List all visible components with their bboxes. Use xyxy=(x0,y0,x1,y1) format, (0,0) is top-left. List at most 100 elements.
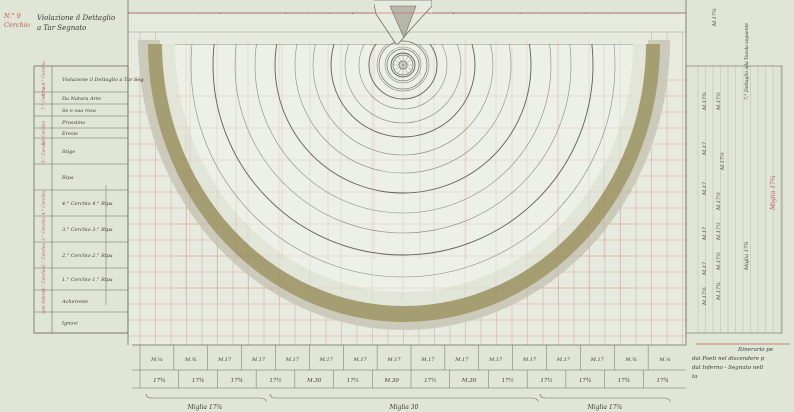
bottom-row1-label: M.17 xyxy=(251,357,266,363)
bottom-miglia-3: Miglia 17¾ xyxy=(587,404,623,411)
left-row-group: 7.° Cerchio xyxy=(41,86,46,110)
left-row-label: Da Natura Arte xyxy=(61,96,101,102)
right-scale-note: 7.° Dettaglio alla Tavola seguente xyxy=(744,23,750,100)
bottom-row2-label: 17½ xyxy=(347,377,359,384)
circle-arc xyxy=(312,0,494,156)
left-row-group: Anti Inferno xyxy=(41,288,46,315)
bottom-row2-label: 17½ xyxy=(269,377,281,384)
center-circle xyxy=(386,48,420,82)
bottom-row2-label: 17¾ xyxy=(231,377,243,384)
bottom-row2-label: 17½ xyxy=(502,377,514,384)
right-scale-label: M.17 xyxy=(702,181,708,196)
circle-arc xyxy=(384,46,422,84)
bottom-row2-label: 17¾ xyxy=(192,377,204,384)
header-band-right xyxy=(432,0,686,13)
left-row-label: Acheronte xyxy=(61,299,88,305)
center-spoke xyxy=(394,59,404,66)
bottom-row1-label: M.¾ xyxy=(624,356,637,363)
bottom-row2-label: 17¾ xyxy=(153,377,165,384)
left-table-rows: 9.° e 8.° Cerchio Violazione il Dettaglio… xyxy=(34,61,144,334)
left-row-label: Violazione il Dettaglio a Tar Seg xyxy=(62,77,144,83)
bottom-row1-label: M.17 xyxy=(420,357,435,363)
center-point-icon xyxy=(398,60,408,70)
grid-overlay xyxy=(175,40,633,300)
bottom-row2-label: 17½ xyxy=(540,377,552,384)
circle-arc xyxy=(190,0,616,278)
right-note-miglia: Miglia 17¾ xyxy=(770,175,777,211)
left-row-label: Se e sua rosa xyxy=(62,108,96,114)
right-scale-label: M.17½ xyxy=(715,222,722,241)
left-row-label: Ripa xyxy=(61,175,74,181)
bottom-row1-label: M.17 xyxy=(319,357,334,363)
bottom-row1-label: M.17 xyxy=(217,357,232,363)
left-row-group: 5.° Cerchio xyxy=(41,139,46,163)
center-spoke xyxy=(394,64,404,71)
circle-arc xyxy=(294,0,512,174)
circle-arc xyxy=(234,0,572,234)
bottom-row2-label: 17½ xyxy=(424,377,436,384)
circle-arc xyxy=(212,0,594,256)
bottom-row1-label: M.¼ xyxy=(150,356,163,363)
bottom-row1-label: M.17 xyxy=(387,357,402,363)
bottom-row1-label: M.17 xyxy=(285,357,300,363)
bottom-row2-label: 17¾ xyxy=(656,377,668,384)
circle-number-label: N.° 9 xyxy=(3,12,21,20)
left-row-label: Ignavi xyxy=(61,321,78,327)
title-line-1: Violazione il Dettaglio xyxy=(37,14,115,22)
bottom-miglia-1: Miglia 17¾ xyxy=(187,404,223,411)
left-row-group: 1.° Cerchio xyxy=(41,267,46,291)
bottom-row1-label: M.17 xyxy=(556,357,571,363)
right-scale-label: M.17½ xyxy=(715,192,722,211)
left-row-label: 4.° Cerchio 4.° Ripa xyxy=(61,201,113,207)
left-row-label: 2.° Cerchio 2.° Ripa xyxy=(61,253,113,259)
center-spoke xyxy=(397,64,404,74)
left-row-group: 3.° Cerchio xyxy=(41,217,46,241)
funnel-tip xyxy=(389,5,417,39)
right-scale-label: M.17 xyxy=(702,261,708,276)
title-line-2: a Tar Segnato xyxy=(37,24,86,32)
caption-line-4: ta xyxy=(692,374,698,380)
bottom-row1-label: M.¼ xyxy=(658,356,671,363)
left-row-group: 9.° e 8.° Cerchio xyxy=(41,61,46,97)
top-right-ref: M.17¾ xyxy=(711,8,718,27)
left-row-label: Prossimo xyxy=(61,120,85,126)
bottom-row1-label: M.17 xyxy=(590,357,605,363)
bottom-row2-label: 17¾ xyxy=(579,377,591,384)
center-spoke xyxy=(402,64,409,74)
bottom-row1-label: M.17 xyxy=(353,357,368,363)
caption-line-1: Itinerario pe xyxy=(737,347,774,353)
circle-arc xyxy=(330,0,476,138)
bottom-row2-label: M.30 xyxy=(306,378,322,384)
center-circle xyxy=(378,40,428,90)
right-scale-note: Miglia 17¾ xyxy=(743,241,750,271)
caption-line-2: dai Poeti nel discendere p xyxy=(692,356,765,362)
caption-line-3: dal Inferno - Segnato nell xyxy=(692,365,763,371)
right-scale-label: M.17½ xyxy=(715,92,722,111)
right-scale-label: M.17¾ xyxy=(715,282,722,301)
inner-field xyxy=(175,44,633,292)
left-row-label: 1.° Cerchio 1.° Ripa xyxy=(62,277,113,283)
header-band-left xyxy=(128,0,374,13)
left-row-label: Stige xyxy=(62,149,75,155)
bottom-row1-label: M.17 xyxy=(454,357,469,363)
right-scale-label: M.17½ xyxy=(715,252,722,271)
left-row-group: 4.° Cerchio xyxy=(41,191,46,216)
left-row-label: Eresie xyxy=(61,131,78,137)
center-spoke xyxy=(397,56,404,66)
left-row-label: 3.° Cerchio 3.° Ripa xyxy=(62,227,113,233)
circle-arc xyxy=(390,52,416,78)
bottom-row2-label: M.30 xyxy=(383,378,399,384)
center-spoke xyxy=(402,64,412,71)
circle-arc xyxy=(254,0,552,214)
bottom-row2-label: M.30 xyxy=(461,378,477,384)
bottom-row2-label: 17¾ xyxy=(618,377,630,384)
bottom-scale: M.¼ M.¾ M.17 M.17 M.17 M.17 M.17 M.17 M.17 M.17 M.… xyxy=(139,345,671,388)
right-scale-label: M.17½ xyxy=(719,152,726,171)
center-spoke xyxy=(402,59,412,66)
right-scale-label: M.17¾ xyxy=(701,92,708,111)
bottom-miglia-2: Miglia 30 xyxy=(389,404,419,411)
bottom-row1-label: M.17 xyxy=(522,357,537,363)
circle-number-sub: Cerchio xyxy=(4,21,30,29)
